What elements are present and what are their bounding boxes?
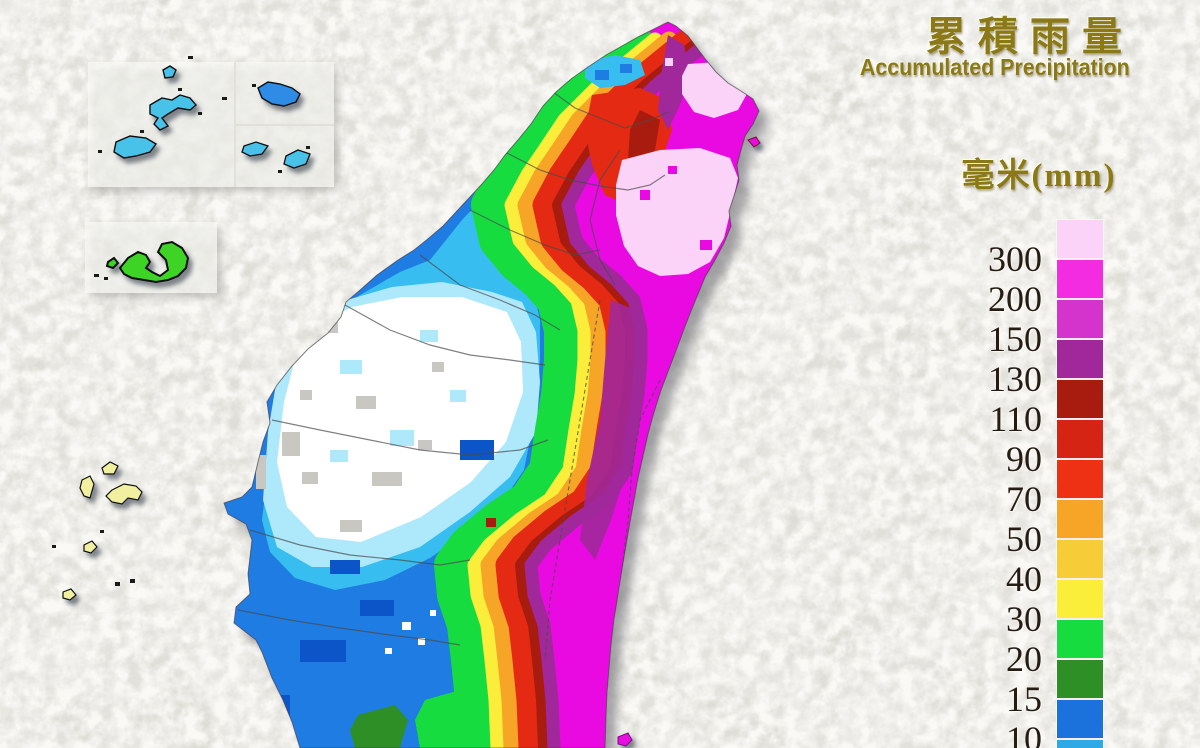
islet-specks-north	[98, 56, 310, 173]
guishan-islet	[747, 136, 761, 148]
legend-swatch	[1057, 660, 1103, 698]
offshore-islets-east	[617, 136, 761, 747]
legend-tick: 40	[1006, 559, 1042, 599]
legend-tick: 10	[1006, 719, 1042, 748]
white-specks-south	[385, 610, 436, 654]
wuqiu-islands	[241, 141, 311, 169]
matsu-islands	[113, 65, 197, 159]
legend-swatch	[1057, 420, 1103, 458]
pale-cyan-patches	[330, 330, 466, 462]
islet-specks-penghu	[52, 530, 135, 586]
green-island-islet	[617, 732, 633, 747]
north-blue-specks	[595, 64, 632, 80]
legend-swatch	[1057, 460, 1103, 498]
kinmen-inset	[85, 222, 217, 293]
kinmen-inset-box	[85, 222, 217, 293]
islands-inset-north	[88, 56, 334, 187]
penghu-islands	[62, 461, 143, 601]
rain-field-white	[277, 297, 523, 542]
legend-tick: 90	[1006, 439, 1042, 479]
legend-tick: 300	[988, 239, 1042, 279]
legend-tick: 130	[988, 359, 1042, 399]
penghu-islands-group	[52, 461, 143, 601]
legend-tick: 30	[1006, 599, 1042, 639]
legend-swatch	[1057, 580, 1103, 618]
legend-swatch	[1057, 260, 1103, 298]
legend-color-bar	[1057, 220, 1103, 748]
legend-tick: 50	[1006, 519, 1042, 559]
legend-swatch	[1057, 500, 1103, 538]
legend-swatch	[1057, 340, 1103, 378]
magenta-specks-in-pink	[640, 166, 712, 250]
legend-unit-label: 毫米(mm)	[961, 158, 1117, 194]
map-title-english: Accumulated Precipitation	[859, 54, 1130, 80]
legend-swatch	[1057, 300, 1103, 338]
legend-swatch	[1057, 380, 1103, 418]
islet-specks-kinmen	[94, 274, 108, 280]
kinmen-island	[105, 240, 190, 284]
legend-swatch	[1057, 620, 1103, 658]
dongyin-island	[257, 81, 301, 107]
legend-swatch	[1057, 540, 1103, 578]
legend-tick: 70	[1006, 479, 1042, 519]
legend-tick: 150	[988, 319, 1042, 359]
map-title-chinese: 累積雨量	[926, 14, 1134, 59]
legend-tick: 200	[988, 279, 1042, 319]
legend-swatch	[1057, 220, 1103, 258]
legend-tick: 15	[1006, 679, 1042, 719]
east-purple-zone	[580, 300, 645, 560]
legend-tick: 110	[989, 399, 1042, 439]
south-green-cells	[350, 518, 496, 748]
legend-swatch	[1057, 740, 1103, 748]
legend-swatch	[1057, 700, 1103, 738]
legend-tick: 20	[1006, 639, 1042, 679]
